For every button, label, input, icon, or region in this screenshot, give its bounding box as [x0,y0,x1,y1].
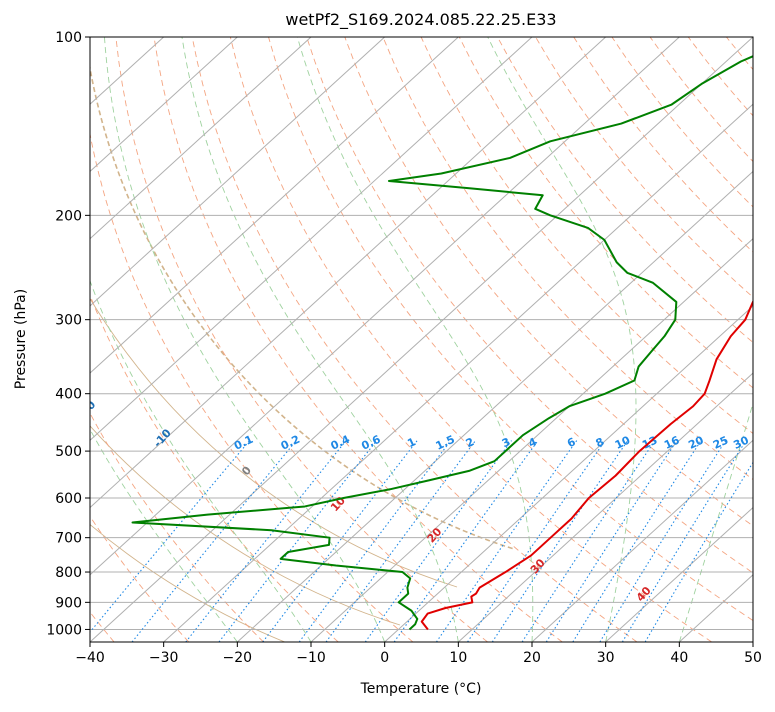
chart-title: wetPf2_S169.2024.085.22.25.E33 [285,10,556,30]
y-tick-label: 600 [55,491,82,507]
y-tick-label: 700 [55,531,82,547]
x-tick-label: 20 [523,650,541,666]
x-tick-label: −40 [75,650,105,666]
y-tick-label: 500 [55,444,82,460]
y-tick-label: 1000 [46,622,82,638]
x-tick-label: −30 [149,650,179,666]
x-axis-label: Temperature (°C) [360,681,482,697]
y-tick-label: 800 [55,565,82,581]
x-tick-label: −10 [296,650,326,666]
x-tick-label: −20 [223,650,253,666]
x-tick-label: 0 [380,650,389,666]
x-tick-label: 50 [744,650,762,666]
y-tick-label: 400 [55,387,82,403]
y-tick-label: 300 [55,313,82,329]
x-tick-label: 10 [449,650,467,666]
y-axis-label: Pressure (hPa) [13,289,29,389]
y-tick-label: 200 [55,208,82,224]
y-tick-label: 900 [55,595,82,611]
y-tick-label: 100 [55,30,82,46]
x-tick-label: 30 [597,650,615,666]
x-tick-label: 40 [670,650,688,666]
